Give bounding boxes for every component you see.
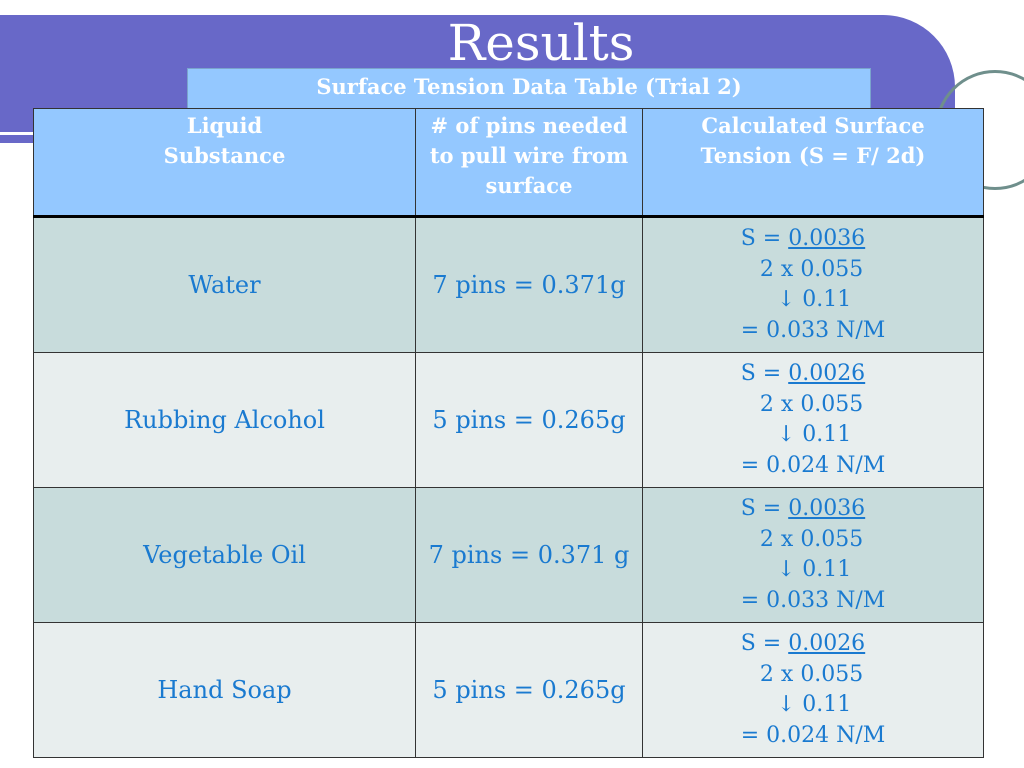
- slide-title: Results: [447, 14, 635, 72]
- calc-numerator: 0.0036: [788, 496, 866, 521]
- subtitle-box: [187, 68, 871, 110]
- table-caption: Surface Tension Data Table (Trial 2): [316, 74, 742, 99]
- cell-substance: Vegetable Oil: [33, 487, 416, 623]
- cell-substance: Rubbing Alcohol: [33, 352, 416, 488]
- cell-calculation: S = 0.0026 2 x 0.055 ↓ 0.11 = 0.024 N/M: [642, 622, 984, 758]
- surface-tension-table: Liquid Substance # of pins needed to pul…: [33, 108, 984, 758]
- header-liquid-substance: Liquid Substance: [33, 108, 416, 218]
- calc-step: ↓ 0.11: [776, 422, 852, 447]
- cell-pins: 5 pins = 0.265g: [415, 622, 643, 758]
- table-row: Rubbing Alcohol 5 pins = 0.265g S = 0.00…: [33, 352, 984, 488]
- calc-result: = 0.024 N/M: [740, 452, 886, 478]
- cell-calculation: S = 0.0036 2 x 0.055 ↓ 0.11 = 0.033 N/M: [642, 487, 984, 623]
- cell-substance: Water: [33, 216, 416, 353]
- calc-denominator: 2 x 0.055: [759, 526, 864, 552]
- calc-denominator: 2 x 0.055: [759, 256, 864, 282]
- calc-numerator: 0.0026: [788, 361, 866, 386]
- calc-result: = 0.024 N/M: [740, 722, 886, 748]
- cell-substance: Hand Soap: [33, 622, 416, 758]
- cell-calculation: S = 0.0036 2 x 0.055 ↓ 0.11 = 0.033 N/M: [642, 216, 984, 353]
- table-header-row: Liquid Substance # of pins needed to pul…: [33, 108, 984, 218]
- table-row: Vegetable Oil 7 pins = 0.371 g S = 0.003…: [33, 487, 984, 623]
- calc-step: ↓ 0.11: [776, 287, 852, 312]
- calc-result: = 0.033 N/M: [740, 587, 886, 613]
- calc-step: ↓ 0.11: [776, 692, 852, 717]
- calc-step: ↓ 0.11: [776, 557, 852, 582]
- cell-calculation: S = 0.0026 2 x 0.055 ↓ 0.11 = 0.024 N/M: [642, 352, 984, 488]
- header-pins-needed: # of pins needed to pull wire from surfa…: [415, 108, 643, 218]
- calc-result: = 0.033 N/M: [740, 317, 886, 343]
- calc-denominator: 2 x 0.055: [759, 661, 864, 687]
- cell-pins: 5 pins = 0.265g: [415, 352, 643, 488]
- calc-numerator: 0.0036: [788, 226, 866, 251]
- header-calculated-surface-tension: Calculated Surface Tension (S = F/ 2d): [642, 108, 984, 218]
- table-row: Water 7 pins = 0.371g S = 0.0036 2 x 0.0…: [33, 216, 984, 353]
- cell-pins: 7 pins = 0.371 g: [415, 487, 643, 623]
- cell-pins: 7 pins = 0.371g: [415, 216, 643, 353]
- table-row: Hand Soap 5 pins = 0.265g S = 0.0026 2 x…: [33, 622, 984, 758]
- calc-numerator: 0.0026: [788, 631, 866, 656]
- calc-denominator: 2 x 0.055: [759, 391, 864, 417]
